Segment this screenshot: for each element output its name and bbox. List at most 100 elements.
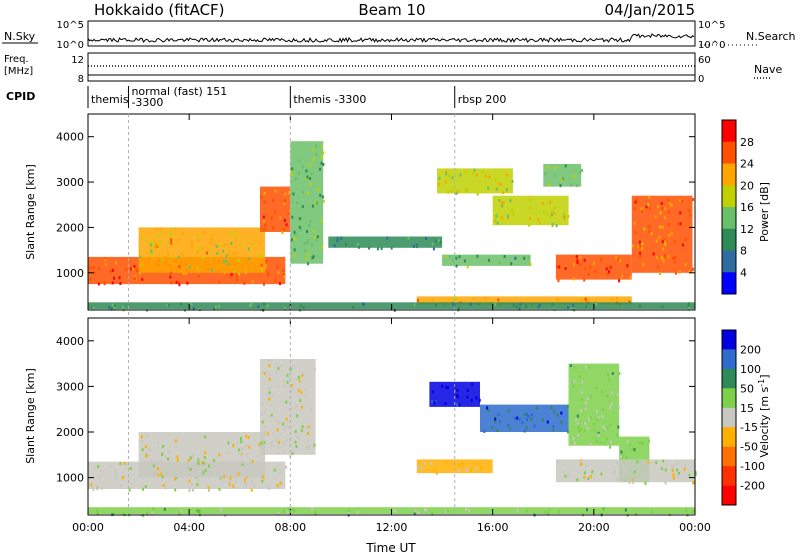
echo-speckle	[660, 255, 663, 259]
echo-speckle	[181, 232, 184, 236]
velocity-colorbar-label: Velocity [m s-1]	[757, 374, 771, 457]
echo-speckle	[431, 390, 434, 394]
echo-speckle	[281, 231, 284, 234]
echo-speckle	[161, 475, 164, 479]
echo-speckle	[496, 429, 499, 432]
echo-speckle	[294, 440, 297, 444]
echo-speckle	[119, 282, 122, 285]
echo-speckle	[533, 424, 536, 428]
echo-speckle	[309, 219, 312, 223]
echo-speckle	[476, 192, 479, 196]
echo-speckle	[647, 439, 650, 443]
freq-label-2: [MHz]	[4, 66, 33, 77]
echo-speckle	[636, 460, 639, 464]
nsky-trace	[87, 33, 695, 44]
echo-speckle	[591, 470, 594, 474]
echo-speckle	[589, 443, 592, 446]
x-tick-label: 16:00	[477, 521, 509, 534]
echo-speckle	[655, 239, 658, 243]
echo-speckle	[115, 474, 118, 478]
echo-speckle	[473, 297, 476, 301]
echo-speckle	[494, 417, 497, 421]
echo-speckle	[494, 178, 497, 182]
echo-speckle	[229, 476, 232, 480]
echo-speckle	[603, 428, 606, 432]
echo-speckle	[505, 188, 508, 192]
echo-speckle	[692, 198, 695, 201]
echo-speckle	[91, 305, 93, 309]
echo-speckle	[188, 265, 191, 269]
echo-speckle	[363, 302, 365, 306]
echo-speckle	[277, 444, 280, 448]
echo-speckle	[616, 477, 619, 481]
echo-speckle	[414, 509, 417, 513]
echo-speckle	[202, 471, 205, 475]
echo-speckle	[177, 238, 180, 242]
echo-speckle	[573, 262, 575, 266]
echo-speckle	[152, 242, 155, 246]
echo-speckle	[288, 507, 291, 511]
echo-speckle	[439, 240, 442, 244]
echo-speckle	[610, 402, 613, 406]
echo-speckle	[302, 190, 305, 194]
echo-speckle	[579, 256, 582, 260]
echo-speckle	[593, 262, 595, 265]
nave-tick-top: 60	[698, 55, 711, 66]
echo-speckle	[416, 299, 419, 302]
echo-speckle	[230, 232, 233, 236]
echo-speckle	[227, 441, 230, 445]
echo-speckle	[238, 448, 241, 452]
echo-speckle	[560, 411, 563, 415]
echo-speckle	[276, 265, 279, 269]
echo-speckle	[413, 303, 416, 307]
echo-speckle	[227, 451, 230, 455]
echo-speckle	[313, 235, 316, 239]
echo-speckle	[238, 272, 241, 276]
colorbar-tick-label: -50	[740, 441, 758, 454]
echo-speckle	[218, 487, 221, 491]
echo-speckle	[241, 462, 244, 466]
echo-speckle	[297, 436, 300, 440]
echo-speckle	[243, 281, 246, 285]
echo-speckle	[129, 467, 132, 470]
echo-speckle	[679, 222, 682, 226]
echo-speckle	[93, 466, 96, 470]
echo-speckle	[113, 511, 115, 515]
cpid-segment-label: themis -3300	[293, 93, 366, 106]
colorbar-swatch	[722, 485, 736, 506]
echo-speckle	[639, 255, 642, 259]
echo-speckle	[681, 243, 684, 247]
echo-speckle	[562, 211, 565, 215]
echo-speckle	[621, 274, 624, 278]
echo-speckle	[306, 241, 308, 245]
echo-speckle	[441, 384, 444, 388]
echo-speckle	[178, 265, 181, 268]
echo-speckle	[301, 373, 304, 377]
echo-speckle	[152, 507, 155, 511]
echo-speckle	[132, 267, 134, 271]
echo-speckle	[595, 386, 598, 390]
echo-speckle	[661, 225, 664, 229]
echo-speckle	[260, 307, 263, 311]
echo-speckle	[451, 189, 454, 193]
echo-speckle	[290, 192, 293, 196]
echo-speckle	[480, 466, 483, 470]
echo-speckle	[571, 307, 574, 311]
echo-speckle	[216, 251, 219, 255]
echo-speckle	[274, 278, 277, 282]
echo-speckle	[248, 462, 251, 466]
echo-speckle	[96, 511, 99, 515]
echo-speckle	[632, 481, 635, 484]
echo-speckle	[263, 425, 266, 429]
echo-speckle	[500, 201, 503, 205]
echo-speckle	[229, 479, 232, 482]
echo-speckle	[290, 238, 293, 242]
echo-speckle	[458, 464, 461, 468]
echo-speckle	[644, 475, 647, 479]
echo-speckle	[602, 408, 605, 412]
power-y-axis-label: Slant Range [km]	[24, 164, 37, 260]
colorbar-swatch	[722, 185, 736, 208]
echo-speckle	[557, 298, 560, 302]
echo-speckle	[279, 471, 282, 474]
echo-speckle	[572, 277, 575, 281]
